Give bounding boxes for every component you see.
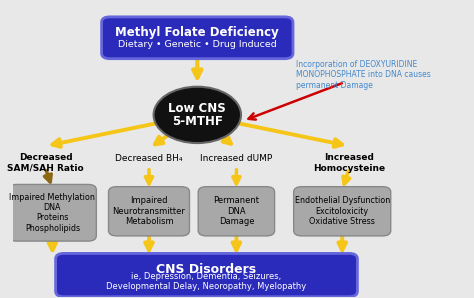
Text: Methyl Folate Deficiency: Methyl Folate Deficiency — [116, 26, 279, 39]
Text: Low CNS: Low CNS — [168, 102, 226, 115]
FancyBboxPatch shape — [55, 253, 357, 297]
Ellipse shape — [154, 87, 241, 143]
Text: Permanent
DNA
Damage: Permanent DNA Damage — [213, 196, 259, 226]
Text: ie, Depression, Dementia, Seizures,
Developmental Delay, Neoropathy, Myelopathy: ie, Depression, Dementia, Seizures, Deve… — [106, 272, 307, 291]
Text: Endothelial Dysfunction
Excitoloxicity
Oxidative Stress: Endothelial Dysfunction Excitoloxicity O… — [294, 196, 390, 226]
FancyBboxPatch shape — [9, 184, 96, 241]
Text: Decreased BH₄: Decreased BH₄ — [115, 154, 183, 163]
Text: Decreased
SAM/SAH Ratio: Decreased SAM/SAH Ratio — [7, 153, 84, 173]
Text: Increased
Homocysteine: Increased Homocysteine — [313, 153, 385, 173]
Text: Dietary • Genetic • Drug Induced: Dietary • Genetic • Drug Induced — [118, 41, 277, 49]
Text: 5-MTHF: 5-MTHF — [172, 115, 223, 128]
FancyBboxPatch shape — [294, 187, 391, 236]
FancyBboxPatch shape — [101, 17, 293, 59]
Text: Increased dUMP: Increased dUMP — [201, 154, 273, 163]
Text: Impaired
Neurotransmitter
Metabolism: Impaired Neurotransmitter Metabolism — [112, 196, 185, 226]
FancyBboxPatch shape — [198, 187, 274, 236]
Text: Impaired Methylation
DNA
Proteins
Phospholipids: Impaired Methylation DNA Proteins Phosph… — [9, 193, 95, 233]
FancyBboxPatch shape — [109, 187, 190, 236]
Text: Incorporation of DEOXYURIDINE
MONOPHOSPHATE into DNA causes
permanent Damage: Incorporation of DEOXYURIDINE MONOPHOSPH… — [296, 60, 431, 90]
Text: CNS Disorders: CNS Disorders — [156, 263, 256, 276]
